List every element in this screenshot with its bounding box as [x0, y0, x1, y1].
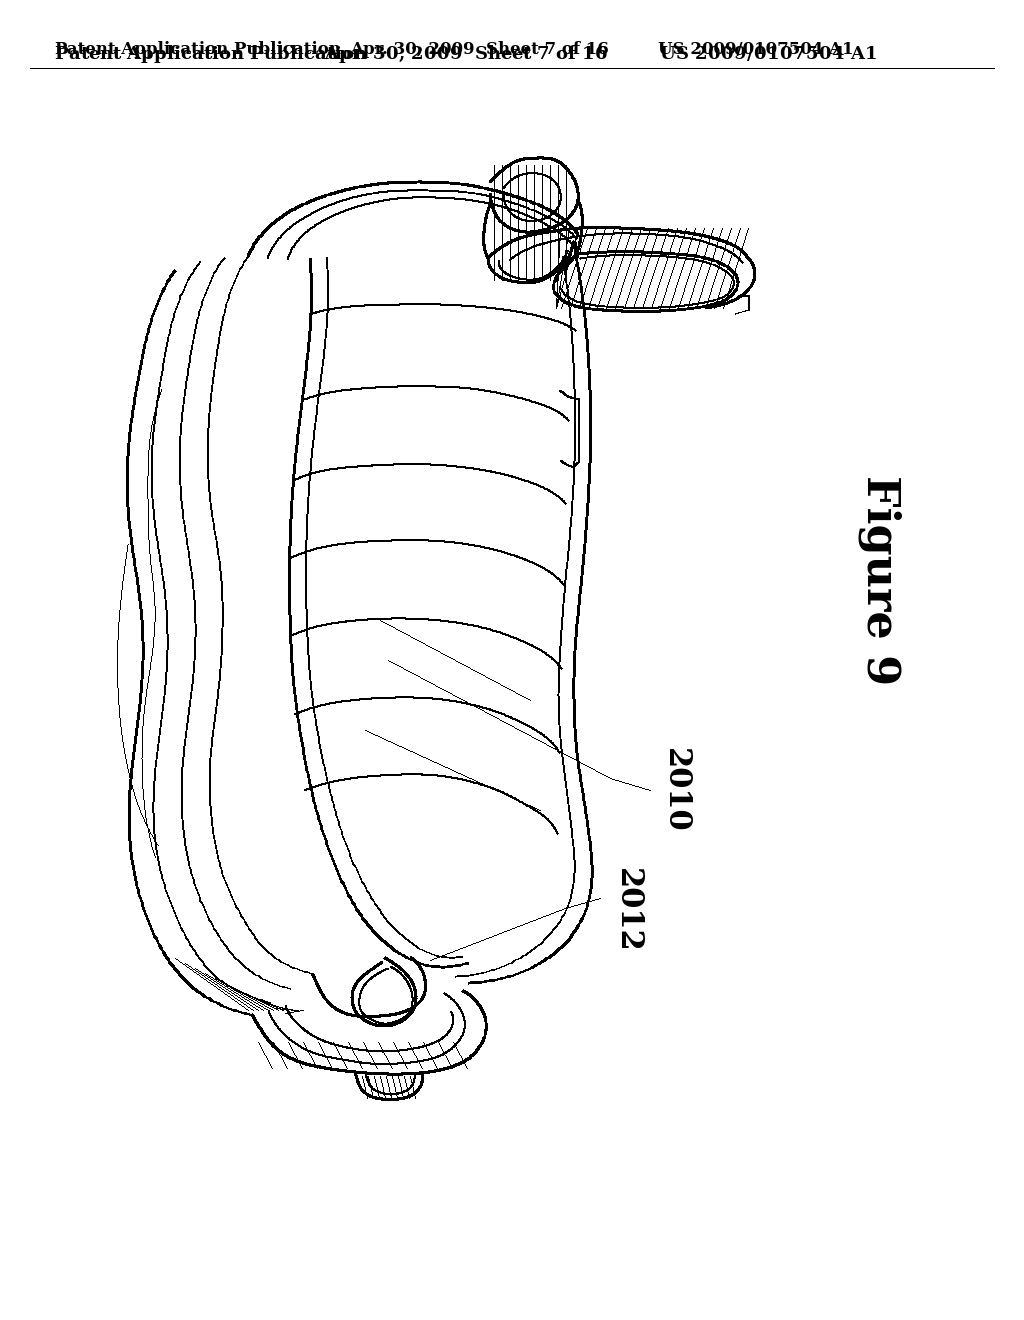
Text: 2010: 2010	[660, 747, 691, 833]
Text: 2012: 2012	[612, 867, 643, 952]
Text: Patent Application Publication: Patent Application Publication	[55, 41, 341, 58]
Text: US 2009/0107504 A1: US 2009/0107504 A1	[658, 41, 853, 58]
Text: Apr. 30, 2009  Sheet 7 of 16: Apr. 30, 2009 Sheet 7 of 16	[350, 41, 608, 58]
Text: Figure 9: Figure 9	[858, 475, 902, 685]
